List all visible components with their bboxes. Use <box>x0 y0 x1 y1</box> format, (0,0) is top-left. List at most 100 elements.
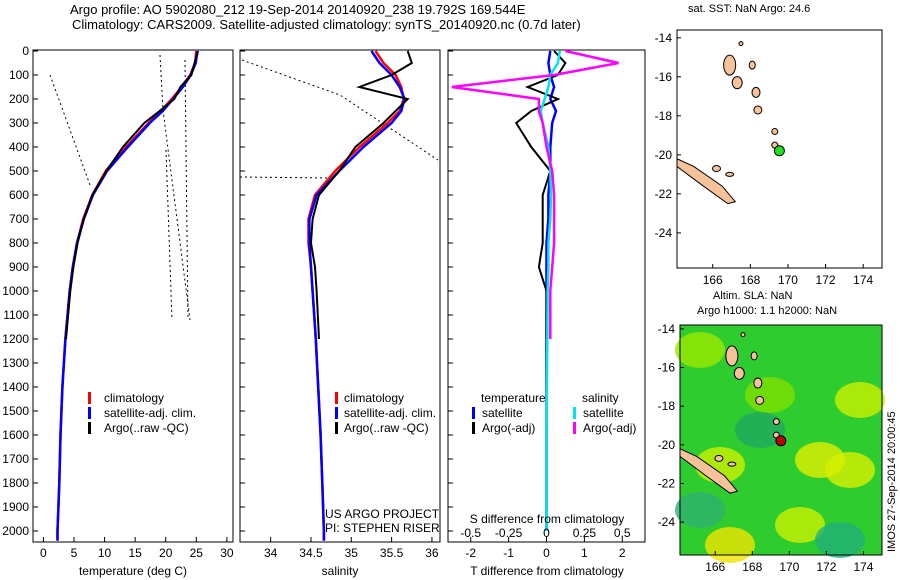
island <box>753 105 763 115</box>
x2-tick-label: 0 <box>543 526 550 540</box>
argo-float-marker <box>773 145 785 157</box>
island <box>714 454 724 462</box>
imos-stamp: IMOS 27-Sep-2014 20:00:45 <box>886 411 898 552</box>
y-tick-label: 700 <box>9 212 29 226</box>
island <box>771 127 779 135</box>
series-line-satellite-adj-clim- <box>308 50 406 541</box>
y-tick-label: 1300 <box>2 356 29 370</box>
sla-anomaly <box>735 412 785 448</box>
island <box>740 332 746 338</box>
lat-tick-label: -14 <box>655 31 673 45</box>
series-line-temperature-argo-adj- <box>514 50 567 339</box>
island <box>772 418 780 426</box>
legend-swatch <box>335 422 338 434</box>
island <box>725 171 735 177</box>
panel-frame <box>239 49 441 543</box>
y-tick-label: 200 <box>9 92 29 106</box>
lon-tick-label: 172 <box>816 560 836 574</box>
x-tick-label: 2 <box>619 546 626 560</box>
x-axis-label: salinity <box>322 564 359 578</box>
island <box>723 54 737 76</box>
x-tick-label: 5 <box>71 546 78 560</box>
lat-tick-label: -16 <box>658 361 676 375</box>
sla-anomaly <box>815 522 865 558</box>
lon-tick-label: 170 <box>778 273 798 287</box>
x-tick-label: 35 <box>345 546 359 560</box>
legend-label: Argo(..raw -QC) <box>104 421 189 435</box>
island <box>738 41 744 47</box>
annotation-pi: PI: STEPHEN RISER <box>325 521 440 535</box>
y-tick-label: 900 <box>9 260 29 274</box>
x-tick-label: 34.5 <box>299 546 323 560</box>
legend-label: Argo(..raw -QC) <box>344 421 429 435</box>
x-tick-label: 0 <box>40 546 47 560</box>
map2-subtitle: Argo h1000: 1.1 h2000: NaN <box>697 305 838 317</box>
lat-tick-label: -24 <box>658 515 676 529</box>
island <box>711 165 721 173</box>
lat-tick-label: -20 <box>655 148 673 162</box>
dotted-guide <box>241 59 439 161</box>
legend-label: climatology <box>104 391 164 405</box>
map-4 <box>675 324 885 563</box>
x-tick-label: 10 <box>98 546 112 560</box>
legend-label: climatology <box>344 391 404 405</box>
legend-label: Argo(-adj) <box>583 421 636 435</box>
legend-swatch <box>573 422 576 434</box>
y-tick-label: 1500 <box>2 404 29 418</box>
x-tick-label: 0 <box>543 546 550 560</box>
lat-tick-label: -14 <box>658 322 676 336</box>
x-tick-label: -2 <box>465 546 476 560</box>
lat-tick-label: -18 <box>655 109 673 123</box>
sla-anomaly <box>775 507 825 543</box>
lat-tick-label: -24 <box>655 226 673 240</box>
x2-tick-label: 0.25 <box>573 526 597 540</box>
dotted-guide <box>165 149 173 321</box>
legend-swatch <box>573 407 576 419</box>
lat-tick-label: -20 <box>658 438 676 452</box>
x-tick-label: 15 <box>128 546 142 560</box>
map1-title: sat. SST: NaN Argo: 24.6 <box>688 3 811 15</box>
sla-anomaly <box>705 527 755 563</box>
lat-tick-label: -22 <box>658 476 676 490</box>
annotation-project: US ARGO PROJECT <box>325 507 440 521</box>
legend-label: satellite-adj. clim. <box>344 406 436 420</box>
y-tick-label: 1600 <box>2 428 29 442</box>
y-tick-label: 400 <box>9 140 29 154</box>
title-line2: Climatology: CARS2009. Satellite-adjuste… <box>72 17 581 32</box>
lon-tick-label: 174 <box>853 273 873 287</box>
legend-swatch <box>335 392 338 404</box>
island <box>725 345 739 367</box>
y-tick-label: 1700 <box>2 452 29 466</box>
island <box>750 351 758 361</box>
x-tick-label: 25 <box>190 546 204 560</box>
x2-tick-label: 0.5 <box>614 526 631 540</box>
y-tick-label: 1800 <box>2 476 29 490</box>
y-tick-label: 1000 <box>2 284 29 298</box>
dotted-guide <box>49 74 91 186</box>
island <box>755 395 765 405</box>
lon-tick-label: 166 <box>703 273 723 287</box>
x-axis-label: temperature (deg C) <box>79 564 187 578</box>
series-line-argo-raw-qc- <box>309 50 414 340</box>
lon-tick-label: 174 <box>853 560 873 574</box>
island <box>748 60 756 70</box>
island <box>751 86 761 98</box>
dotted-guide <box>239 176 331 179</box>
series-line-climatology <box>56 50 198 541</box>
lat-tick-label: -16 <box>655 70 673 84</box>
legend-label: satellite <box>583 406 624 420</box>
x-tick-label: 20 <box>159 546 173 560</box>
legend-swatch <box>472 407 475 419</box>
dotted-guide <box>159 54 191 321</box>
series-line-argo-raw-qc- <box>65 50 200 340</box>
lon-tick-label: 170 <box>779 560 799 574</box>
lon-tick-label: 172 <box>816 273 836 287</box>
legend-title: temperature <box>481 391 546 405</box>
y-tick-label: 1900 <box>2 500 29 514</box>
lon-tick-label: 168 <box>740 273 760 287</box>
legend-swatch <box>88 392 91 404</box>
lon-tick-label: 168 <box>742 560 762 574</box>
y-tick-label: 1100 <box>3 308 29 322</box>
argo-float-marker <box>775 435 787 447</box>
x-tick-label: 30 <box>220 546 234 560</box>
